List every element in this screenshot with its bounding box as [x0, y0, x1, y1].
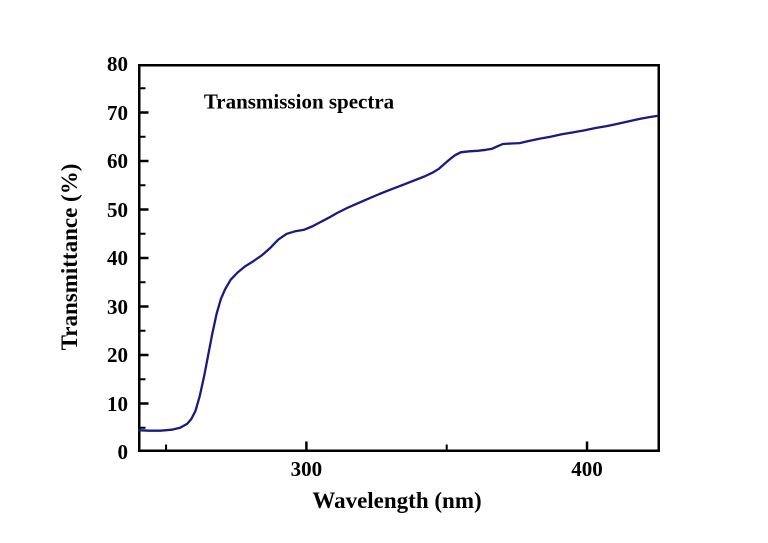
- spectra-line: [138, 114, 659, 432]
- x-axis-title: Wavelength (nm): [312, 488, 482, 513]
- y-tick-label: 10: [107, 391, 128, 416]
- chart-annotation: Transmission spectra: [203, 89, 395, 114]
- y-tick-label: 50: [107, 197, 128, 222]
- y-tick-label: 0: [117, 440, 129, 464]
- plot-frame: [138, 64, 660, 452]
- y-tick-label: 20: [107, 343, 128, 367]
- y-tick-label: 70: [107, 100, 128, 125]
- x-tick-label: 400: [571, 457, 603, 481]
- y-tick-label: 80: [107, 52, 128, 76]
- plot-area: [138, 64, 660, 452]
- y-tick-label: 40: [107, 246, 128, 270]
- x-tick-label: 300: [290, 457, 323, 481]
- y-tick-label: 30: [107, 294, 128, 319]
- y-tick-label: 60: [107, 149, 128, 173]
